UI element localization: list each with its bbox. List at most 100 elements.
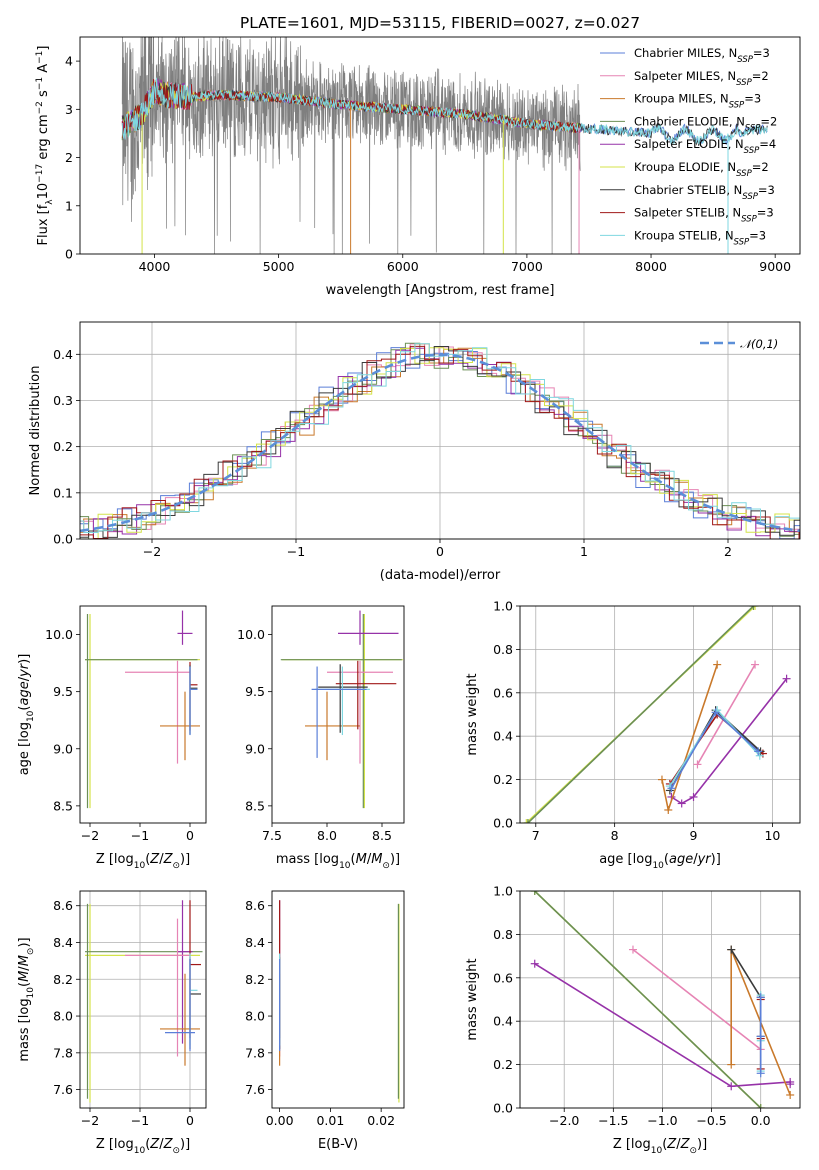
x-axis-label: Z [log10(Z/Z⊙)] bbox=[96, 1137, 190, 1156]
legend-n-sub: SSP bbox=[744, 146, 760, 156]
y-axis-label-part: )] bbox=[17, 654, 32, 664]
y-tick-label: 0.0 bbox=[493, 816, 513, 831]
y-tick-label: 0.2 bbox=[493, 1057, 513, 1072]
legend-n: N bbox=[727, 160, 736, 174]
y-axis-label-part: ⊙ bbox=[26, 948, 36, 956]
x-axis-label-part: Z bbox=[163, 852, 174, 867]
y-axis-label: Flux [fλ10−17 erg cm−2 s−1 A−1] bbox=[35, 46, 55, 246]
legend-entry-6: Chabrier STELIB, NSSP=3 bbox=[634, 183, 775, 202]
x-tick-label: 8 bbox=[611, 828, 619, 843]
x-axis-label-part: 10 bbox=[651, 1146, 663, 1156]
normal-reference-curve bbox=[80, 353, 800, 533]
x-axis-label-part: / bbox=[693, 852, 698, 867]
x-axis-label-part: / bbox=[159, 1137, 164, 1152]
x-axis-label-part: yr bbox=[697, 852, 713, 867]
y-tick-label: 8.0 bbox=[245, 1009, 265, 1024]
panel-age_vs_Z: −2 −1 08.59.09.510.0Z [log10(Z/Z⊙)]age [lo… bbox=[17, 605, 207, 871]
x-tick-label: 7000 bbox=[511, 259, 543, 274]
legend-entry-4: Salpeter ELODIE, NSSP=4 bbox=[634, 137, 776, 156]
x-tick-label: −1 bbox=[131, 828, 149, 843]
x-axis-label: age [log10(age/yr)] bbox=[599, 852, 721, 871]
y-tick-label: 1.0 bbox=[493, 884, 513, 899]
x-axis-label-part: )] bbox=[180, 852, 190, 867]
legend-n: N bbox=[725, 228, 734, 242]
y-tick-label: 8.4 bbox=[245, 935, 265, 950]
x-axis-label-part: / bbox=[676, 1137, 681, 1152]
y-axis-label-part: −1 bbox=[35, 51, 45, 64]
x-axis-label-part: ( bbox=[145, 1137, 150, 1152]
x-tick-label: 4000 bbox=[139, 259, 171, 274]
x-axis-label-part: Z [log bbox=[96, 852, 134, 867]
figure-title: PLATE=1601, MJD=53115, FIBERID=0027, z=0… bbox=[240, 14, 640, 32]
y-tick-label: 0.6 bbox=[493, 970, 513, 985]
y-axis-label-part: M bbox=[17, 955, 32, 966]
x-axis-label: Z [log10(Z/Z⊙)] bbox=[96, 852, 190, 871]
y-tick-label: 0.4 bbox=[493, 729, 513, 744]
spectrum-lines bbox=[121, 37, 768, 254]
legend-n: N bbox=[729, 46, 738, 60]
y-tick-label: 0.0 bbox=[53, 532, 73, 547]
legend-n-sub: SSP bbox=[737, 55, 753, 65]
legend-n-sub: SSP bbox=[736, 169, 752, 179]
y-tick-label: 0.3 bbox=[53, 393, 73, 408]
y-tick-label: 10.0 bbox=[45, 627, 73, 642]
x-tick-label: 10 bbox=[764, 828, 780, 843]
plot-area-age_vs_mass bbox=[280, 610, 403, 809]
axes-frame-mass_vs_ebv bbox=[271, 890, 405, 1109]
y-tick-label: 0.2 bbox=[53, 439, 73, 454]
axes-frame-age_vs_mass bbox=[271, 605, 405, 824]
legend-model-name: Salpeter STELIB, bbox=[634, 206, 732, 220]
legend-nssp-value: =3 bbox=[757, 206, 774, 220]
y-tick-label: 4 bbox=[65, 54, 73, 69]
y-axis-label-part: age [log bbox=[17, 722, 32, 775]
y-tick-label: 7.6 bbox=[53, 1082, 73, 1097]
y-axis-label: mass [log10(M/M⊙)] bbox=[17, 937, 36, 1061]
y-tick-label: 3 bbox=[65, 102, 73, 117]
y-axis-label: mass weight bbox=[465, 958, 480, 1040]
y-tick-label: 1.0 bbox=[493, 599, 513, 614]
x-tick-label: 0 bbox=[436, 544, 444, 559]
x-axis-label-part: 10 bbox=[134, 861, 146, 871]
legend-n: N bbox=[736, 114, 745, 128]
y-axis-label-part: −17 bbox=[35, 164, 45, 183]
x-axis-label-part: ⊙ bbox=[172, 1146, 180, 1156]
x-axis-label-part: ⊙ bbox=[689, 1146, 697, 1156]
x-tick-label: 7 bbox=[532, 828, 540, 843]
legend-n: N bbox=[720, 92, 729, 106]
plot-area-mass_vs_ebv bbox=[279, 900, 400, 1103]
x-tick-label: −2 bbox=[81, 1113, 99, 1128]
x-axis-label-part: M bbox=[356, 852, 367, 867]
x-tick-label: 7.5 bbox=[262, 828, 282, 843]
x-tick-label: 8.5 bbox=[372, 828, 392, 843]
x-axis-label-part: / bbox=[159, 852, 164, 867]
series-line-3 bbox=[696, 664, 756, 765]
legend-reference-label: 𝒩(0,1) bbox=[740, 337, 778, 351]
x-tick-label: −2 bbox=[143, 544, 161, 559]
legend-model-name: Kroupa MILES, bbox=[634, 92, 720, 106]
y-tick-label: 0.6 bbox=[493, 685, 513, 700]
legend-model-name: Chabrier MILES, bbox=[634, 46, 729, 60]
panel-residuals: −2 −1 0 1 2 0.0 0.1 0.2 0.3 0.4 (data-model)/error… bbox=[28, 321, 801, 583]
plot-area-massweight_vs_Z bbox=[530, 891, 795, 1108]
legend-entry-7: Salpeter STELIB, NSSP=3 bbox=[634, 206, 774, 225]
y-tick-label: 9.5 bbox=[245, 684, 265, 699]
y-tick-label: 9.5 bbox=[53, 684, 73, 699]
x-tick-label: 0.01 bbox=[316, 1113, 344, 1128]
x-tick-label: −1.0 bbox=[647, 1113, 677, 1128]
x-axis-label-part: ( bbox=[145, 852, 150, 867]
errorbars-age_vs_mass bbox=[280, 610, 403, 809]
x-tick-label: 0 bbox=[186, 828, 194, 843]
panel-spectrum: 4000 5000 6000 7000 8000 9000 0 1 2 3 4 wavelength … bbox=[35, 36, 801, 298]
y-tick-label: 0.4 bbox=[53, 347, 73, 362]
legend-model-name: Chabrier ELODIE, bbox=[634, 114, 736, 128]
plot-area-spectrum bbox=[121, 37, 768, 254]
y-tick-label: 8.5 bbox=[53, 798, 73, 813]
x-tick-label: 6000 bbox=[387, 259, 419, 274]
y-axis-label-part: λ bbox=[45, 199, 55, 205]
x-tick-label: −2 bbox=[81, 828, 99, 843]
x-tick-label: 9000 bbox=[759, 259, 791, 274]
x-tick-label: 0 bbox=[186, 1113, 194, 1128]
x-axis-label-part: )] bbox=[390, 852, 400, 867]
